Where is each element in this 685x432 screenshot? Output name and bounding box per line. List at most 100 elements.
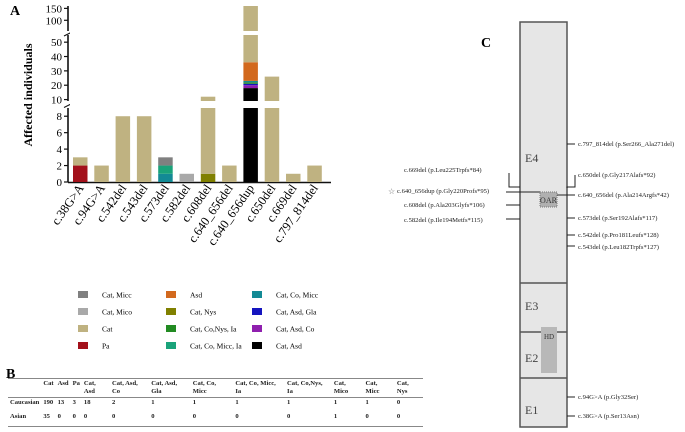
exon-label: E2 [525, 351, 538, 365]
variant-label: c.640_656dup (p.Gly220Profs*95) [397, 188, 489, 195]
y-tick-label: 40 [51, 52, 63, 64]
bar-segment [243, 83, 258, 86]
axis-break-gap [70, 101, 332, 108]
table-header-cell: Cat, Asd, Gla [149, 378, 191, 398]
bar-segment [243, 80, 258, 83]
panel-label-b: B [6, 367, 15, 382]
table-header-cell: Cat, Co,Nys, Ia [285, 378, 332, 398]
y-tick-label: 50 [51, 37, 63, 49]
exon-label: E1 [525, 403, 538, 417]
legend-label: Cat, Asd, Gla [276, 308, 317, 317]
table-cell: 0 [285, 412, 332, 427]
bar-segment [200, 173, 216, 182]
table-header-cell: Cat, Nys [394, 378, 423, 398]
table-cell: 13 [57, 399, 65, 406]
table-header-cell: Asd [55, 378, 71, 398]
table-header-cell: Cat [41, 378, 56, 398]
y-tick-label: 4 [57, 144, 63, 156]
legend-swatch [252, 308, 262, 315]
y-tick-label: 30 [51, 66, 63, 78]
table-header-cell: Cat, Co, Micc, Ia [233, 378, 286, 398]
bar-segment [243, 85, 258, 89]
table-cell: 0 [81, 412, 110, 427]
panel-label-c: C [481, 36, 491, 51]
variant-label: c.640_656del (p.Ala214Argfs*42) [578, 192, 669, 199]
bar-segment [243, 62, 258, 81]
left-variant-labels: c.669del (p.Leu225Trpfs*84) ☆ c.640_656d… [388, 167, 489, 224]
table-cell: 0 [55, 412, 71, 427]
bar-segment [307, 165, 322, 182]
bar-segment [286, 173, 301, 182]
legend-label: Cat, Nys [190, 308, 216, 317]
legend-label: Cat, Co,Nys, Ia [190, 325, 237, 334]
y-tick-label: 20 [51, 80, 63, 92]
table-header-row: Cat Asd Pa Cat, Asd Cat, Asd, Co Cat, As… [8, 378, 423, 398]
variant-label: c.797_814del (p.Ser266_Ala271del) [578, 141, 674, 148]
variant-label: c.669del (p.Leu225Trpfs*84) [404, 167, 482, 174]
legend: Cat, Micc Asd Cat, Co, Micc Cat, Mico Cat, N… [78, 291, 319, 351]
table-cell: 1 [192, 399, 197, 406]
left-variant-ticks [506, 173, 540, 220]
y-tick-label: 100 [46, 15, 63, 27]
variant-label: c.573del (p.Ser192Alafs*117) [578, 215, 657, 222]
table-header-cell: Cat, Mico [331, 378, 364, 398]
bar-segment [94, 165, 109, 182]
table-cell: 1 [331, 412, 364, 427]
legend-swatch [166, 325, 176, 332]
bar-segment [115, 116, 131, 182]
table-cell: 1 [151, 399, 155, 406]
bar-chart: Affected individuals 0 2 4 6 8 10 20 30 40 50 1001… [21, 3, 332, 248]
table-cell: Asian [8, 412, 42, 427]
table-cell: 35 [41, 412, 56, 427]
variant-label: c.38G>A (p.Ser13Asn) [578, 413, 639, 420]
bars [70, 6, 332, 182]
legend-swatch [78, 325, 88, 332]
right-variant-ticks [557, 143, 576, 417]
oar-domain [539, 191, 558, 208]
x-tick-labels: c.38G>Ac.94G>Ac.542delc.543delc.573delc.… [49, 181, 322, 248]
table-cell: 1 [235, 399, 239, 406]
variant-label: c.608del (p.Ala203Glyfs*106) [404, 202, 485, 209]
table-cell: 0 [233, 412, 286, 427]
y-tick-label: 10 [51, 95, 63, 107]
table-row: Asian 35 0 0 0 0 0 0 0 0 1 0 0 [8, 412, 423, 427]
gene-diagram: OAR HD E4 E3 E2 E1 c.669del (p.Leu225Trp… [388, 21, 674, 428]
table-cell: 0 [149, 412, 191, 427]
table-header-cell: Cat, Micc [363, 378, 395, 398]
bar-segment [158, 157, 173, 166]
y-tick-label: 6 [57, 128, 63, 140]
table-cell: 0 [190, 412, 234, 427]
variant-label: c.94G>A (p.Gly32Ser) [578, 394, 638, 401]
y-tick-label: 150 [46, 3, 63, 15]
bar-segment [243, 88, 258, 182]
variant-label: c.543del (p.Leu182Trpfs*127) [578, 244, 659, 251]
bar-segment [158, 165, 173, 174]
bar-segment [73, 157, 88, 166]
legend-swatch [78, 291, 88, 298]
table-cell: 190 [43, 399, 54, 406]
right-variant-labels: c.797_814del (p.Ser266_Ala271del) c.650d… [578, 141, 674, 420]
legend-label: Cat, Asd [276, 342, 302, 351]
legend-swatch [252, 342, 262, 349]
table-cell: Caucasian [10, 399, 40, 406]
table-header-cell: Cat, Co, Micc [190, 378, 234, 398]
legend-swatch [166, 342, 176, 349]
legend-label: Pa [102, 342, 110, 351]
ethnicity-table: Cat Asd Pa Cat, Asd Cat, Asd, Co Cat, As… [8, 378, 423, 427]
legend-swatch [252, 325, 262, 332]
table-cell: 3 [72, 399, 76, 406]
bar-segment [179, 173, 194, 182]
legend-label: Asd [190, 291, 202, 300]
table-cell: 0 [363, 412, 395, 427]
table-row: Caucasian 190 13 3 18 2 1 1 1 1 1 1 0 [8, 398, 423, 413]
legend-swatch [78, 308, 88, 315]
variant-label: c.542del (p.Pro181Leufs*128) [578, 232, 659, 239]
legend-label: Cat [102, 325, 113, 334]
legend-swatch [78, 342, 88, 349]
hd-domain [541, 327, 557, 373]
variant-label: c.582del (p.Ile194Metfs*115) [404, 217, 483, 224]
exon-label: E4 [525, 151, 538, 165]
table-cell: 0 [70, 412, 82, 427]
bar-segment [264, 76, 280, 182]
